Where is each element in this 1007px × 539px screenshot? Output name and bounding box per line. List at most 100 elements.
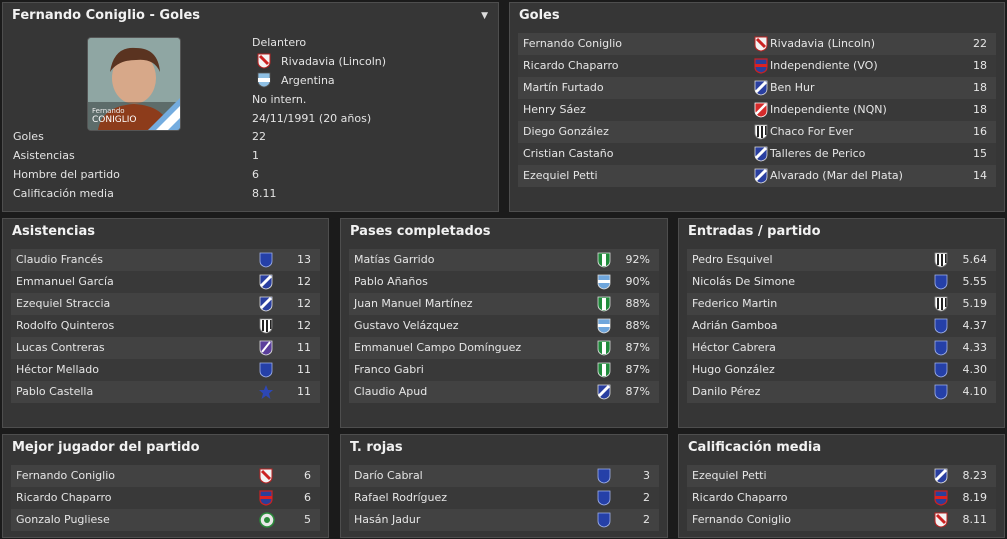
player-name[interactable]: Héctor Cabrera (692, 341, 776, 354)
table-row[interactable]: Matías Garrido 92% (349, 249, 659, 271)
table-row[interactable]: Adrián Gamboa 4.37 (687, 315, 996, 337)
player-nation[interactable]: Argentina (281, 74, 335, 87)
player-name[interactable]: Adrián Gamboa (692, 319, 778, 332)
table-row[interactable]: Ezequiel Petti 8.23 (687, 465, 996, 487)
stat-value: 88% (625, 297, 650, 310)
stat-value: 6 (304, 469, 311, 482)
stat-value: 5.19 (962, 297, 988, 310)
table-row[interactable]: Nicolás De Simone 5.55 (687, 271, 996, 293)
player-name[interactable]: Ricardo Chaparro (523, 59, 619, 72)
stat-value: 5.64 (962, 253, 988, 266)
stat-value: 92% (625, 253, 650, 266)
table-row[interactable]: Hasán Jadur 2 (349, 509, 659, 531)
table-row[interactable]: Ricardo Chaparro 6 (11, 487, 320, 509)
stat-value: 6 (304, 491, 311, 504)
table-row[interactable]: Henry Sáez Independiente (NQN) 18 (518, 99, 996, 121)
table-row[interactable]: Gustavo Velázquez 88% (349, 315, 659, 337)
table-row[interactable]: Rafael Rodríguez 2 (349, 487, 659, 509)
player-name[interactable]: Hasán Jadur (354, 513, 421, 526)
player-name[interactable]: Rodolfo Quinteros (16, 319, 115, 332)
player-name[interactable]: Ricardo Chaparro (692, 491, 788, 504)
stat-value-asistencias: 1 (252, 149, 259, 162)
player-name[interactable]: Darío Cabral (354, 469, 423, 482)
player-name[interactable]: Hugo González (692, 363, 775, 376)
table-row[interactable]: Fernando Coniglio 8.11 (687, 509, 996, 531)
player-name[interactable]: Pablo Añaños (354, 275, 428, 288)
table-row[interactable]: Franco Gabri 87% (349, 359, 659, 381)
table-row[interactable]: Ricardo Chaparro Independiente (VO) 18 (518, 55, 996, 77)
table-row[interactable]: Gonzalo Pugliese 5 (11, 509, 320, 531)
player-name[interactable]: Claudio Apud (354, 385, 428, 398)
red-white-club-badge-icon (754, 102, 770, 118)
table-row[interactable]: Pablo Añaños 90% (349, 271, 659, 293)
club-name[interactable]: Alvarado (Mar del Plata) (770, 169, 903, 182)
player-name[interactable]: Rafael Rodríguez (354, 491, 448, 504)
player-name[interactable]: Emmanuel Campo Domínguez (354, 341, 522, 354)
table-row[interactable]: Diego González Chaco For Ever 16 (518, 121, 996, 143)
table-row[interactable]: Hugo González 4.30 (687, 359, 996, 381)
player-name[interactable]: Héctor Mellado (16, 363, 99, 376)
player-name[interactable]: Danilo Pérez (692, 385, 761, 398)
table-row[interactable]: Martín Furtado Ben Hur 18 (518, 77, 996, 99)
player-name[interactable]: Lucas Contreras (16, 341, 105, 354)
table-row[interactable]: Lucas Contreras 11 (11, 337, 320, 359)
table-row[interactable]: Danilo Pérez 4.10 (687, 381, 996, 403)
table-row[interactable]: Ezequiel Straccia 12 (11, 293, 320, 315)
player-name[interactable]: Ezequiel Petti (692, 469, 767, 482)
player-name[interactable]: Federico Martin (692, 297, 778, 310)
player-name[interactable]: Claudio Francés (16, 253, 104, 266)
table-row[interactable]: Ezequiel Petti Alvarado (Mar del Plata) 14 (518, 165, 996, 187)
player-name[interactable]: Fernando Coniglio (16, 469, 115, 482)
table-row[interactable]: Emmanuel Campo Domínguez 87% (349, 337, 659, 359)
table-row[interactable]: Emmanuel García 12 (11, 271, 320, 293)
player-name[interactable]: Emmanuel García (16, 275, 114, 288)
player-name[interactable]: Fernando Coniglio (523, 37, 622, 50)
stat-value: 5 (304, 513, 311, 526)
stat-value: 18 (973, 103, 987, 116)
player-name[interactable]: Henry Sáez (523, 103, 586, 116)
club-name[interactable]: Talleres de Perico (770, 147, 866, 160)
table-row[interactable]: Juan Manuel Martínez 88% (349, 293, 659, 315)
table-row[interactable]: Héctor Cabrera 4.33 (687, 337, 996, 359)
table-row[interactable]: Pablo Castella 11 (11, 381, 320, 403)
table-row[interactable]: Claudio Apud 87% (349, 381, 659, 403)
table-row[interactable]: Darío Cabral 3 (349, 465, 659, 487)
player-name[interactable]: Matías Garrido (354, 253, 435, 266)
table-row[interactable]: Claudio Francés 13 (11, 249, 320, 271)
mejor-title: Mejor jugador del partido (12, 440, 200, 455)
player-name[interactable]: Cristian Castaño (523, 147, 614, 160)
rojas-list: Darío Cabral 3 Rafael Rodríguez 2 Hasán Jadu… (349, 465, 659, 531)
stat-value: 12 (297, 275, 311, 288)
table-row[interactable]: Fernando Coniglio 6 (11, 465, 320, 487)
table-row[interactable]: Pedro Esquivel 5.64 (687, 249, 996, 271)
table-row[interactable]: Cristian Castaño Talleres de Perico 15 (518, 143, 996, 165)
asistencias-panel: Asistencias Claudio Francés 13 Emmanuel Ga… (2, 218, 329, 428)
club-name[interactable]: Chaco For Ever (770, 125, 854, 138)
player-name[interactable]: Ezequiel Petti (523, 169, 598, 182)
player-name[interactable]: Franco Gabri (354, 363, 424, 376)
player-name[interactable]: Ricardo Chaparro (16, 491, 112, 504)
table-row[interactable]: Héctor Mellado 11 (11, 359, 320, 381)
player-name[interactable]: Martín Furtado (523, 81, 604, 94)
profile-title[interactable]: Fernando Coniglio - Goles ▼ (3, 3, 498, 29)
player-name[interactable]: Gustavo Velázquez (354, 319, 459, 332)
player-name[interactable]: Gonzalo Pugliese (16, 513, 110, 526)
player-name[interactable]: Nicolás De Simone (692, 275, 796, 288)
player-name[interactable]: Ezequiel Straccia (16, 297, 111, 310)
table-row[interactable]: Rodolfo Quinteros 12 (11, 315, 320, 337)
player-name[interactable]: Fernando Coniglio (692, 513, 791, 526)
player-name[interactable]: Diego González (523, 125, 609, 138)
table-row[interactable]: Fernando Coniglio Rivadavia (Lincoln) 22 (518, 33, 996, 55)
player-name[interactable]: Juan Manuel Martínez (354, 297, 473, 310)
table-row[interactable]: Ricardo Chaparro 8.19 (687, 487, 996, 509)
club-name[interactable]: Independiente (NQN) (770, 103, 887, 116)
club-name[interactable]: Rivadavia (Lincoln) (770, 37, 876, 50)
player-name[interactable]: Pablo Castella (16, 385, 94, 398)
player-name[interactable]: Pedro Esquivel (692, 253, 773, 266)
table-row[interactable]: Federico Martin 5.19 (687, 293, 996, 315)
stat-value: 18 (973, 59, 987, 72)
chevron-down-icon[interactable]: ▼ (481, 11, 488, 21)
club-name[interactable]: Independiente (VO) (770, 59, 878, 72)
club-name[interactable]: Ben Hur (770, 81, 815, 94)
player-club[interactable]: Rivadavia (Lincoln) (281, 55, 387, 68)
